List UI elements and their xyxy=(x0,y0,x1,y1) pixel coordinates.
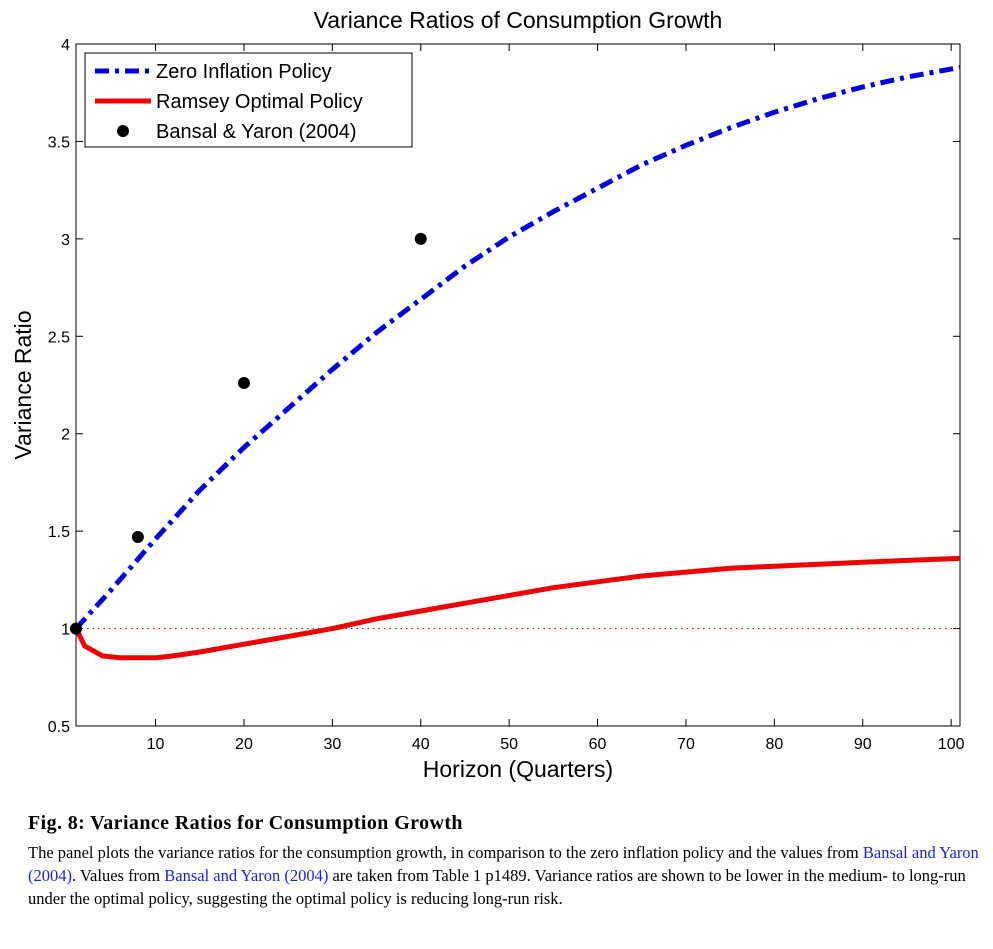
x-tick-label: 80 xyxy=(765,736,783,753)
x-tick-label: 100 xyxy=(938,736,965,753)
y-tick-label: 3 xyxy=(61,232,70,249)
chart-title: Variance Ratios of Consumption Growth xyxy=(314,7,723,33)
y-tick-label: 1 xyxy=(61,622,70,639)
x-tick-label: 30 xyxy=(323,736,341,753)
legend-marker-bansal-yaron xyxy=(117,125,129,137)
y-axis-label: Variance Ratio xyxy=(10,310,36,459)
y-tick-label: 4 xyxy=(61,37,70,54)
x-tick-label: 40 xyxy=(412,736,430,753)
variance-ratio-chart: Variance Ratios of Consumption Growth Va… xyxy=(10,7,965,782)
caption-text-3: are taken from Table 1 p1489. Variance r… xyxy=(28,866,966,908)
legend-label: Zero Inflation Policy xyxy=(156,61,332,83)
bansal-yaron-point xyxy=(414,232,427,245)
x-tick-label: 20 xyxy=(235,736,253,753)
figure-caption: Fig. 8: Variance Ratios for Consumption … xyxy=(28,812,986,910)
legend-label: Bansal & Yaron (2004) xyxy=(156,121,357,143)
caption-text-2: . Values from xyxy=(72,866,165,885)
citation-link-1[interactable]: Bansal and Yaron (2004) xyxy=(28,843,979,885)
x-axis-label: Horizon (Quarters) xyxy=(423,756,613,782)
y-tick-label: 3.5 xyxy=(48,134,70,151)
caption-text-1: The panel plots the variance ratios for … xyxy=(28,843,863,862)
axes-frame xyxy=(75,43,961,727)
ramsey-optimal-line xyxy=(73,555,961,661)
legend: Zero Inflation Policy Ramsey Optimal Poli… xyxy=(84,52,413,148)
x-tick-label: 60 xyxy=(589,736,607,753)
caption-body: The panel plots the variance ratios for … xyxy=(28,841,986,910)
citation-link-2[interactable]: Bansal and Yaron (2004) xyxy=(164,866,329,885)
legend-label: Ramsey Optimal Policy xyxy=(156,91,363,113)
y-tick-label: 2 xyxy=(61,427,70,444)
bansal-yaron-point xyxy=(131,530,144,543)
caption-title: Fig. 8: Variance Ratios for Consumption … xyxy=(28,812,463,834)
plot-series xyxy=(70,64,961,661)
x-tick-label: 10 xyxy=(147,736,165,753)
x-tick-label: 70 xyxy=(677,736,695,753)
axis-ticks: 10 20 30 40 50 60 70 80 90 100 0.5 1 1.5 2 2.5 3 3.5 4 xyxy=(48,37,965,753)
zero-inflation-line xyxy=(74,64,961,631)
y-tick-label: 1.5 xyxy=(48,524,70,541)
bansal-yaron-point xyxy=(237,377,250,390)
y-tick-label: 2.5 xyxy=(48,329,70,346)
bansal-yaron-point xyxy=(70,622,82,635)
y-tick-label: 0.5 xyxy=(48,719,70,736)
plot-frame xyxy=(75,43,961,727)
x-tick-label: 50 xyxy=(500,736,518,753)
x-tick-label: 90 xyxy=(854,736,872,753)
